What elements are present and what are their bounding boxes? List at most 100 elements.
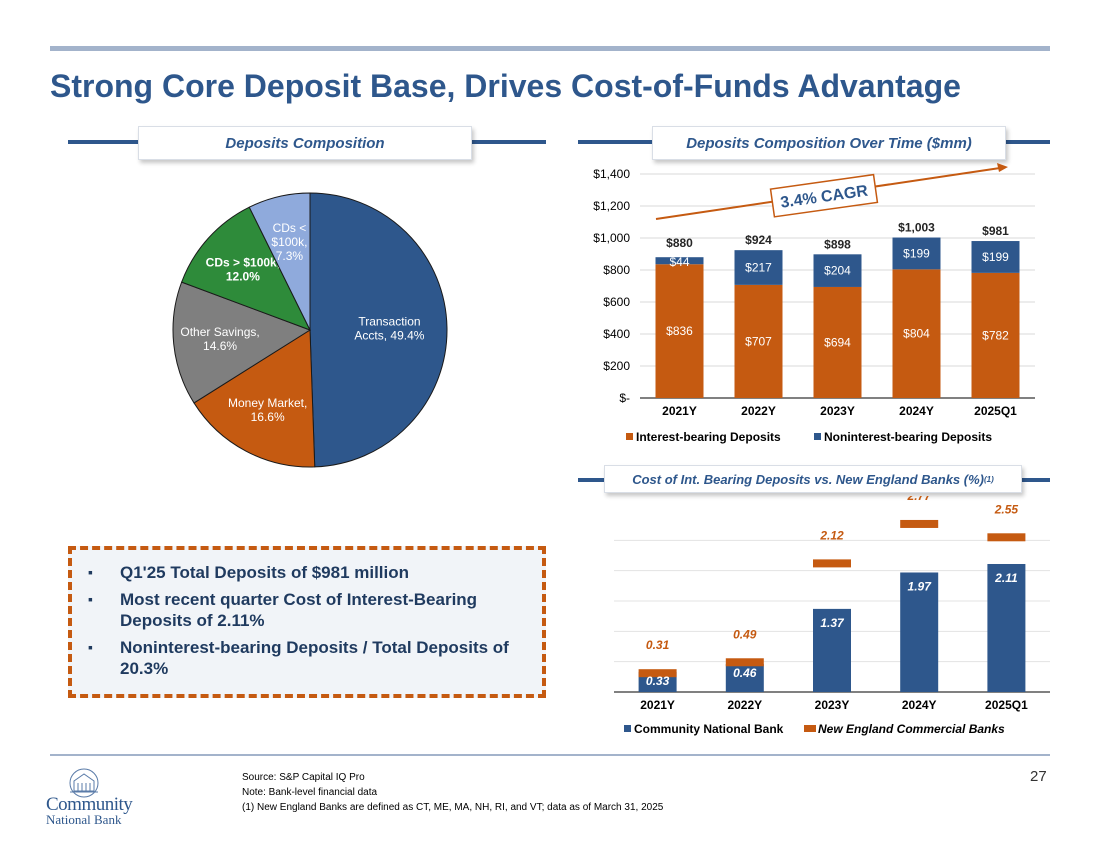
bank-cost-label: 1.37 (820, 616, 845, 630)
bar-interest-bearing (813, 286, 862, 398)
footnotes: Source: S&P Capital IQ Pro Note: Bank-le… (242, 770, 663, 815)
bar-interest-bearing (734, 284, 783, 398)
y-tick-label: $- (619, 391, 630, 405)
callout-item: ▪ Noninterest-bearing Deposits / Total De… (86, 637, 530, 679)
pie-slice (248, 192, 311, 331)
y-tick-label: $1,400 (593, 167, 630, 181)
logo-line1: Community (46, 794, 133, 815)
cost-section-title-sup: (1) (984, 474, 994, 484)
bar-value-label: $217 (745, 261, 772, 275)
cagr-callout: 3.4% CAGR (769, 173, 879, 218)
legend-label: Noninterest-bearing Deposits (824, 430, 992, 444)
ne-banks-marker (987, 533, 1026, 542)
x-tick-label: 2023Y (815, 698, 850, 712)
y-tick-label: $1,200 (593, 199, 630, 213)
callout-item: ▪ Most recent quarter Cost of Interest-Be… (86, 589, 530, 631)
top-rule (50, 46, 1050, 51)
bank-cost-bar (725, 664, 764, 692)
slide-title: Strong Core Deposit Base, Drives Cost-of… (50, 68, 961, 104)
bar-noninterest-bearing (892, 237, 941, 270)
cost-section-title-text: Cost of Int. Bearing Deposits vs. New En… (632, 471, 984, 487)
pie-slice-label: Transaction Accts, 49.4% (354, 315, 424, 343)
y-tick-label: $800 (603, 263, 630, 277)
legend-swatch (624, 725, 631, 732)
key-highlights-callout: ▪ Q1'25 Total Deposits of $981 million ▪ M… (68, 546, 546, 698)
pie-slice-label: CDs < $100k, 7.3% (271, 221, 307, 263)
bar-total-label: $981 (982, 224, 1009, 238)
pie-slice-label: Money Market, 16.6% (228, 396, 307, 424)
ne-banks-marker (900, 519, 939, 528)
logo-line2: National Bank (46, 812, 122, 827)
cost-section-title: Cost of Int. Bearing Deposits vs. New En… (604, 465, 1022, 493)
legend-label: Interest-bearing Deposits (636, 430, 781, 444)
x-tick-label: 2022Y (727, 698, 762, 712)
bar-value-label: $199 (903, 246, 930, 260)
bar-interest-bearing (655, 264, 704, 398)
x-tick-label: 2022Y (741, 404, 776, 418)
callout-item: ▪ Q1'25 Total Deposits of $981 million (86, 562, 530, 583)
cagr-box (769, 173, 879, 218)
bank-cost-bar (813, 608, 851, 692)
y-tick-label: $1,000 (593, 231, 630, 245)
pie-slice-label: Other Savings, 14.6% (180, 325, 259, 353)
legend-swatch (814, 433, 821, 440)
legend-swatch (804, 725, 816, 732)
bar-value-label: $782 (982, 328, 1009, 342)
bar-interest-bearing (892, 269, 941, 398)
legend-label: New England Commercial Banks (818, 722, 1005, 736)
bank-cost-label: 0.46 (733, 666, 757, 680)
pie-slice (172, 281, 312, 404)
x-tick-label: 2024Y (902, 698, 937, 712)
bullet-icon: ▪ (88, 564, 93, 580)
pie-slice (193, 329, 316, 468)
x-tick-label: 2021Y (662, 404, 697, 418)
bar-interest-bearing (971, 272, 1020, 398)
legend-label: Community National Bank (634, 722, 784, 736)
bar-total-label: $898 (824, 237, 851, 251)
bar-value-label: $44 (669, 255, 689, 269)
footnote-1: (1) New England Banks are defined as CT,… (242, 802, 664, 813)
pie-slice (309, 192, 448, 468)
deposits-composition-pie-chart: Transaction Accts, 49.4% Money Market, 16.6… (172, 192, 448, 468)
ne-banks-label: 2.12 (819, 528, 844, 542)
bar-noninterest-bearing (813, 254, 862, 287)
y-tick-label: $600 (603, 295, 630, 309)
x-tick-label: 2021Y (640, 698, 675, 712)
pie-section-title: Deposits Composition (138, 126, 472, 160)
y-tick-label: $200 (603, 359, 630, 373)
ne-banks-marker (638, 669, 677, 678)
source-note: Source: S&P Capital IQ Pro (242, 772, 365, 783)
bank-cost-label: 1.97 (908, 579, 933, 593)
y-tick-label: $400 (603, 327, 630, 341)
bank-building-logo-icon (69, 768, 99, 798)
bar-value-label: $204 (824, 264, 851, 278)
bar-total-label: $880 (666, 236, 693, 250)
bottom-rule (50, 754, 1050, 756)
pie-slice (180, 206, 312, 331)
bank-cost-label: 0.33 (646, 674, 670, 688)
deposits-over-time-bar-chart: $- $200 $400 $600 $800 $1,000 $1,200 $1,400 $836… (593, 163, 1035, 444)
ne-banks-label: 0.49 (733, 627, 757, 641)
bar-noninterest-bearing (655, 257, 704, 265)
ne-banks-marker (725, 658, 764, 667)
bar-value-label: $694 (824, 335, 851, 349)
page-number: 27 (1030, 768, 1047, 785)
pie-slice-label: CDs > $100k, 12.0% (206, 255, 280, 283)
callout-item-text: Q1'25 Total Deposits of $981 million (120, 563, 410, 582)
callout-item-text: Noninterest-bearing Deposits / Total Dep… (120, 638, 509, 678)
ne-banks-label: 2.77 (907, 496, 933, 503)
x-tick-label: 2024Y (899, 404, 934, 418)
legend-swatch (626, 433, 633, 440)
bank-cost-bar (987, 563, 1026, 692)
cost-of-deposits-chart: 0.33 0.31 2021Y 0.46 0.49 2022Y 1.37 2.12 2023Y 1… (614, 496, 1050, 736)
ne-banks-label: 2.55 (994, 502, 1019, 516)
bank-cost-bar (900, 572, 939, 692)
ne-banks-marker (813, 559, 851, 568)
x-tick-label: 2025Q1 (974, 404, 1017, 418)
x-tick-label: 2025Q1 (985, 698, 1028, 712)
bullet-icon: ▪ (88, 591, 93, 607)
bullet-icon: ▪ (88, 639, 93, 655)
bar-noninterest-bearing (971, 241, 1020, 273)
x-tick-label: 2023Y (820, 404, 855, 418)
bar-value-label: $199 (982, 250, 1009, 264)
